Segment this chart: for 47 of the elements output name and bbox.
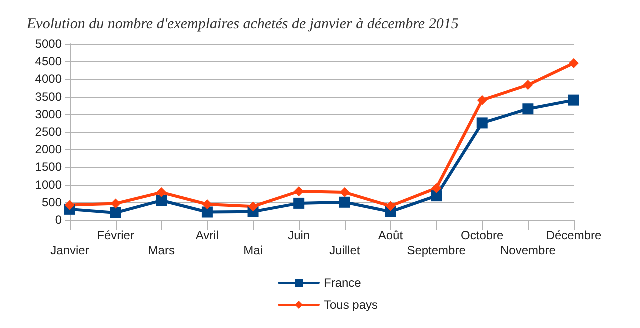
point xyxy=(156,188,167,198)
point xyxy=(432,183,442,194)
y-tick-label: 0 xyxy=(55,213,62,227)
x-tick-label: Janvier xyxy=(50,244,90,258)
y-tick-label: 5000 xyxy=(35,37,62,51)
point xyxy=(110,207,122,218)
point xyxy=(202,206,213,218)
y-tick-label: 500 xyxy=(42,195,62,210)
y-tick-label: 4500 xyxy=(35,54,62,69)
y-tick-label: 1000 xyxy=(35,178,62,192)
x-tick-label: Septembre xyxy=(407,244,466,258)
point xyxy=(156,195,168,206)
chart-title: Evolution du nombre d'exemplaires achetés de janvier à décembre 2015 xyxy=(26,16,460,32)
point xyxy=(431,190,442,202)
point xyxy=(294,186,304,196)
x-tick-label: Octobre xyxy=(461,228,504,242)
y-tick-label: 2000 xyxy=(35,142,62,157)
x-tick-label: Avril xyxy=(196,228,220,242)
point xyxy=(477,95,488,106)
point xyxy=(523,80,534,90)
point xyxy=(248,202,258,212)
y-tick-label: 4000 xyxy=(35,72,62,86)
point xyxy=(202,200,212,210)
x-tick-label: Décembre xyxy=(546,228,602,242)
point xyxy=(386,201,396,212)
x-tick-label: Juillet xyxy=(330,244,361,258)
y-tick-label: 1500 xyxy=(35,160,62,174)
point xyxy=(522,104,534,115)
y-tick-label: 2500 xyxy=(35,125,62,139)
point xyxy=(294,198,305,209)
x-tick-label: Novembre xyxy=(500,244,556,258)
y-tick-label: 3000 xyxy=(35,107,62,122)
x-tick-label: Février xyxy=(97,228,134,242)
point xyxy=(340,188,350,198)
legend-label: France xyxy=(324,276,362,290)
y-tick-label: 3500 xyxy=(35,90,62,104)
point xyxy=(476,118,488,129)
point xyxy=(65,200,75,210)
legend-label: Tous pays xyxy=(324,298,378,312)
point xyxy=(568,94,580,106)
point xyxy=(339,196,350,208)
point xyxy=(110,198,121,209)
x-tick-label: Août xyxy=(378,228,404,242)
point xyxy=(569,58,579,68)
x-tick-label: Mai xyxy=(244,244,263,258)
x-tick-label: Mars xyxy=(148,244,175,258)
x-tick-label: Juin xyxy=(288,228,310,242)
